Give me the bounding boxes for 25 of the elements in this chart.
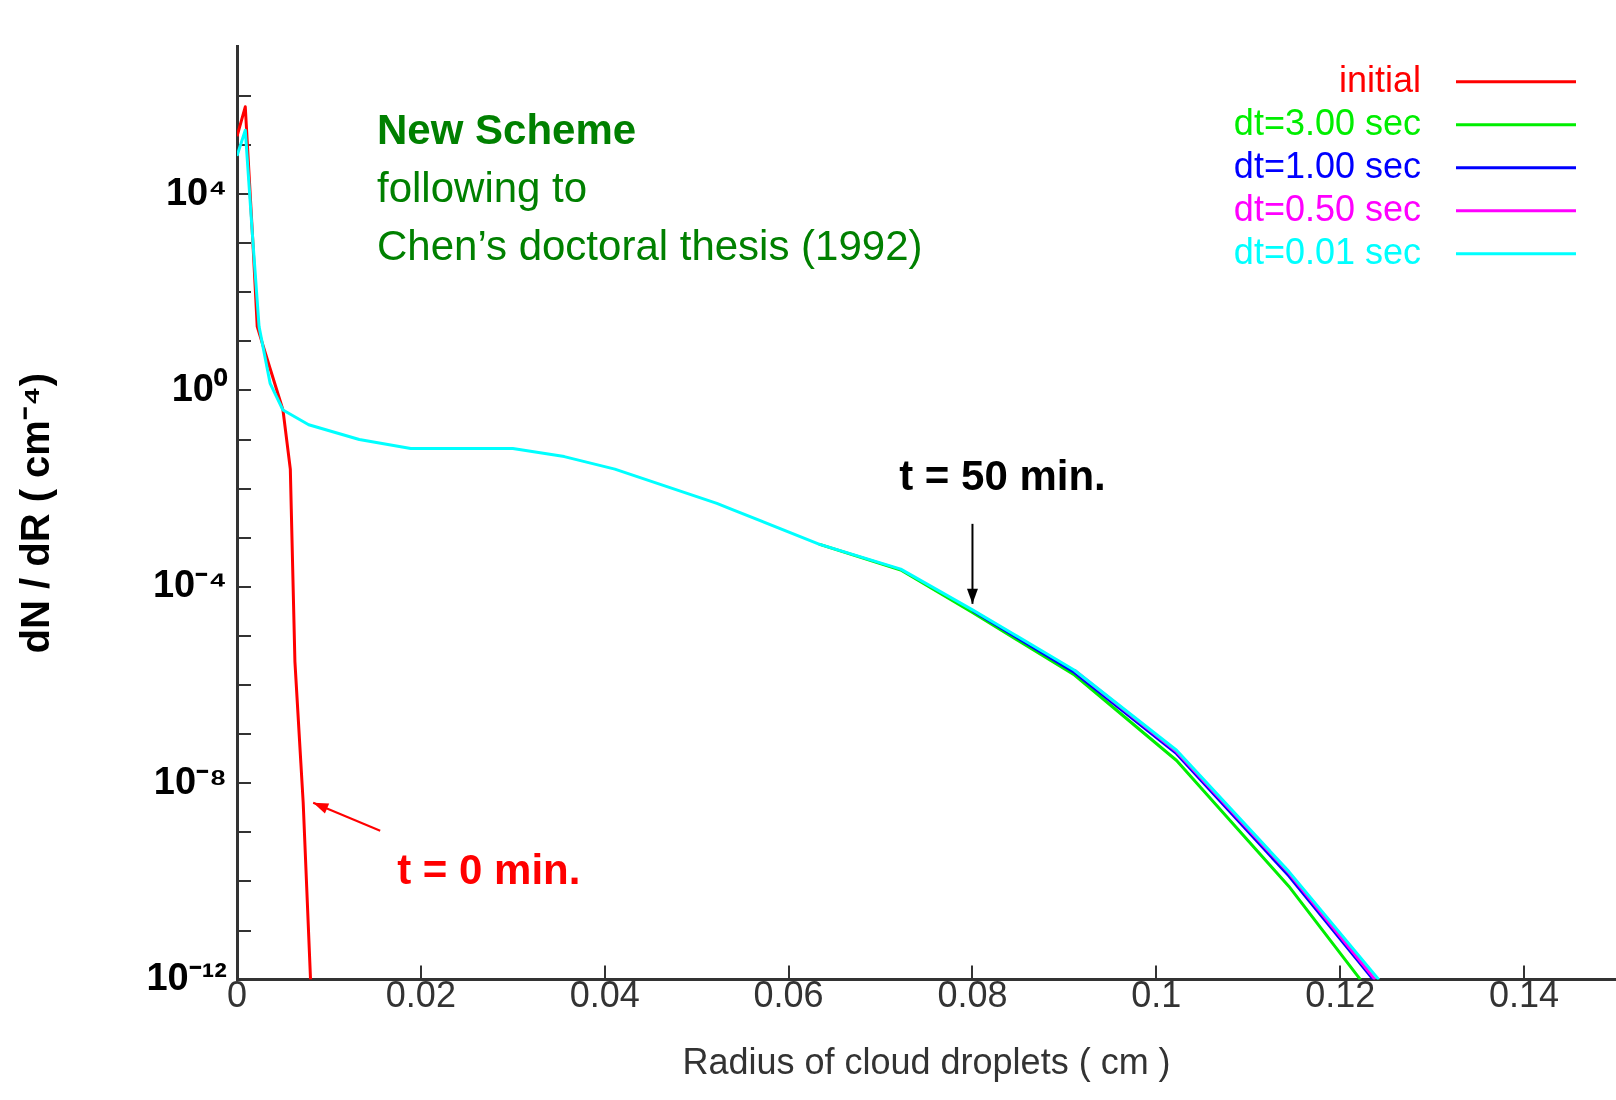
x-tick-label: 0.02 (385, 974, 456, 1016)
annotation: t = 50 min. (899, 452, 1106, 500)
annotation: New Scheme (377, 106, 637, 154)
annotation: following to (377, 164, 588, 212)
x-tick-label: 0.04 (569, 974, 640, 1016)
x-tick-label: 0.12 (1305, 974, 1376, 1016)
x-tick-label: 0.06 (753, 974, 824, 1016)
y-tick-label: 10⁻¹² (146, 956, 227, 999)
legend-label: initial (1338, 58, 1421, 100)
legend-label: dt=1.00 sec (1233, 144, 1421, 186)
x-tick-label: 0 (226, 974, 248, 1016)
annotation: t = 0 min. (397, 846, 581, 894)
x-tick-label: 0.08 (937, 974, 1008, 1016)
y-tick-label: 10⁴ (165, 170, 227, 213)
legend-label: dt=3.00 sec (1233, 101, 1421, 143)
y-tick-label: 10⁰ (171, 366, 228, 409)
y-axis-title: dN / dR ( cm⁻⁴) (13, 372, 58, 654)
legend-label: dt=0.01 sec (1233, 230, 1421, 272)
annotation: Chen’s doctoral thesis (1992) (377, 222, 923, 270)
x-tick-label: 0.1 (1131, 974, 1182, 1016)
x-tick-label: 0.14 (1489, 974, 1560, 1016)
y-tick-label: 10⁻⁸ (153, 759, 227, 802)
legend-label: dt=0.50 sec (1233, 187, 1421, 229)
y-tick-label: 10⁻⁴ (152, 563, 227, 606)
x-axis-title: Radius of cloud droplets ( cm ) (682, 1041, 1171, 1083)
